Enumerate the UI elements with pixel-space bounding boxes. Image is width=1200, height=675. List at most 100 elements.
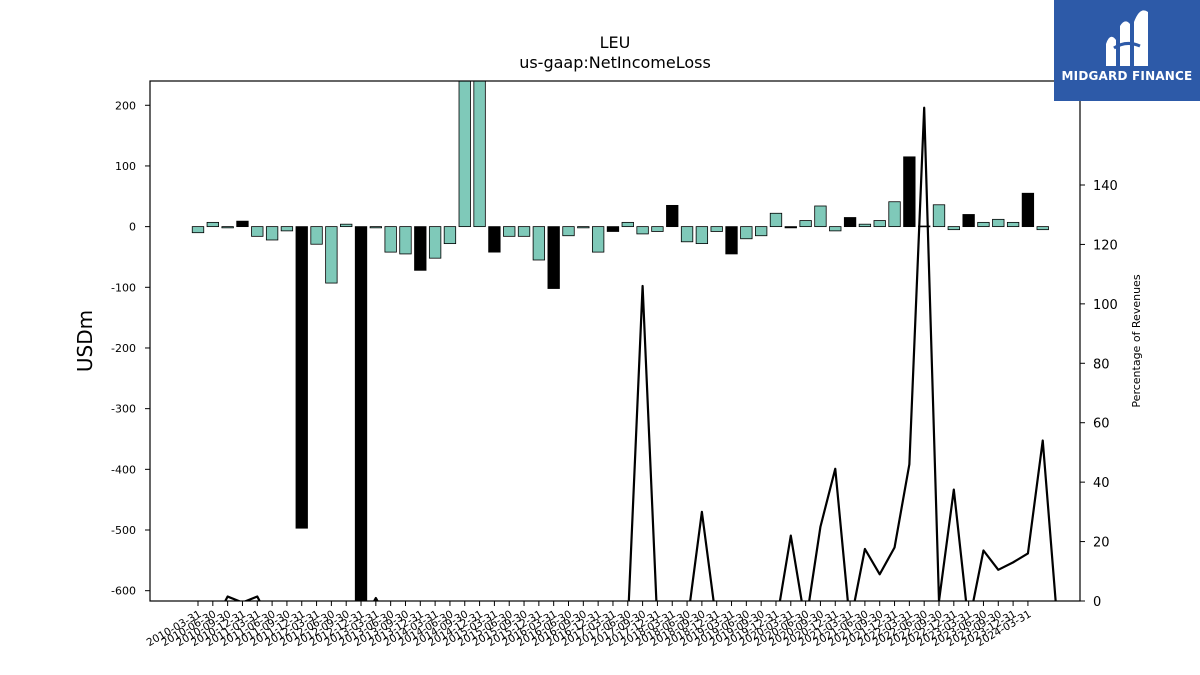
y2-tick-label: 40 (1093, 476, 1110, 491)
bar-annual (666, 204, 679, 228)
logo-mark-icon (1106, 10, 1148, 66)
line-point (375, 597, 377, 599)
bar-quarter (206, 221, 219, 228)
bar-quarter (517, 226, 531, 237)
y2-axis-label: Percentage of Revenues (1130, 274, 1143, 407)
bar-annual (547, 226, 560, 289)
bar-annual (236, 220, 249, 228)
line-point (982, 549, 985, 552)
bar-annual (843, 217, 857, 228)
line-point (879, 573, 881, 575)
bar-quarter (280, 226, 294, 232)
bar-quarter (325, 226, 338, 284)
line-point (997, 569, 999, 571)
line-point (953, 488, 955, 491)
bar-quarter (651, 226, 664, 232)
pct-revenue-line (224, 106, 1057, 601)
bar-annual (606, 226, 620, 232)
bar-quarter (562, 226, 575, 237)
line-point (1012, 561, 1014, 563)
bar-quarter (814, 205, 827, 228)
line-point (227, 595, 229, 598)
bar-quarter (636, 226, 649, 235)
midgard-finance-logo: MIDGARD FINANCE (1054, 0, 1200, 101)
bar-quarter (191, 226, 205, 234)
line-point (701, 511, 703, 513)
y-tick-label: -200 (111, 342, 136, 355)
bar-annual (1021, 192, 1035, 228)
bar-quarter (932, 204, 946, 228)
bar-annual (295, 226, 308, 529)
y-tick-label: 0 (129, 221, 136, 234)
x-axis-ticks: 2010-03-312010-06-302010-09-302010-12-31… (145, 601, 1033, 649)
y-tick-label: -600 (111, 585, 136, 598)
bar-annual (354, 226, 368, 601)
bar-quarter (251, 226, 264, 237)
bar-annual (725, 226, 738, 255)
bar-quarter (221, 226, 234, 229)
logo-text: MIDGARD FINANCE (1061, 69, 1193, 83)
bar-quarter (858, 223, 872, 228)
y-tick-label: 200 (115, 99, 136, 112)
chart-title: LEU (600, 33, 631, 52)
y2-tick-label: 20 (1093, 536, 1110, 551)
bar-quarter (473, 81, 486, 228)
y2-tick-label: 80 (1093, 357, 1110, 372)
y-tick-label: -400 (111, 463, 136, 476)
bar-annual (414, 226, 427, 271)
bar-quarter (428, 226, 442, 259)
bar-quarter (695, 226, 709, 245)
bar-quarter (888, 201, 901, 228)
bar-quarter (310, 226, 323, 245)
bar-quarter (873, 220, 886, 228)
bar-quarter (829, 226, 842, 232)
bar-quarter (532, 226, 546, 261)
bar-quarter (591, 226, 605, 253)
y2-tick-label: 0 (1093, 595, 1101, 610)
y-tick-label: 100 (115, 160, 136, 173)
bar-quarter (947, 226, 960, 231)
bar-quarter (755, 226, 768, 237)
bar-series (191, 81, 1049, 601)
bar-quarter (503, 226, 516, 237)
bar-quarter (769, 212, 783, 228)
bar-quarter (680, 226, 694, 243)
bar-annual (784, 226, 797, 229)
bar-quarter (399, 226, 412, 255)
y2-tick-label: 120 (1093, 238, 1118, 253)
bar-quarter (1036, 226, 1049, 231)
bar-annual (903, 156, 916, 228)
bar-quarter (799, 220, 812, 228)
bar-quarter (740, 226, 753, 240)
bar-quarter (458, 81, 471, 228)
bar-quarter (1006, 221, 1020, 228)
line-point (1057, 624, 1058, 625)
y2-tick-label: 100 (1093, 298, 1118, 313)
bar-quarter (443, 226, 457, 245)
bar-annual (962, 214, 975, 228)
y-tick-label: -500 (111, 524, 136, 537)
bar-quarter (340, 223, 353, 228)
line-point (642, 285, 644, 287)
y2-axis-ticks: 0 20 40 60 80 100 120 140 (1080, 179, 1118, 610)
bar-quarter (369, 226, 382, 229)
bar-quarter (384, 226, 397, 253)
line-point (790, 535, 792, 537)
line-point (923, 107, 925, 109)
line-point (834, 468, 836, 470)
bar-quarter (265, 226, 279, 241)
bar-annual (488, 226, 501, 253)
y2-tick-label: 140 (1093, 179, 1118, 194)
line-point (819, 526, 822, 528)
chart-subtitle: us-gaap:NetIncomeLoss (519, 53, 711, 72)
y-tick-label: -100 (111, 281, 136, 294)
bar-quarter (992, 218, 1005, 228)
y2-tick-label: 60 (1093, 417, 1110, 432)
line-point (1042, 439, 1044, 442)
y-axis-ticks: 200 100 0 -100 -200 -300 -400 -500 -600 (111, 99, 150, 598)
line-point (893, 546, 896, 549)
y-tick-label: -300 (111, 403, 136, 416)
y-axis-label: USDm (73, 310, 97, 372)
bar-quarter (577, 226, 590, 229)
